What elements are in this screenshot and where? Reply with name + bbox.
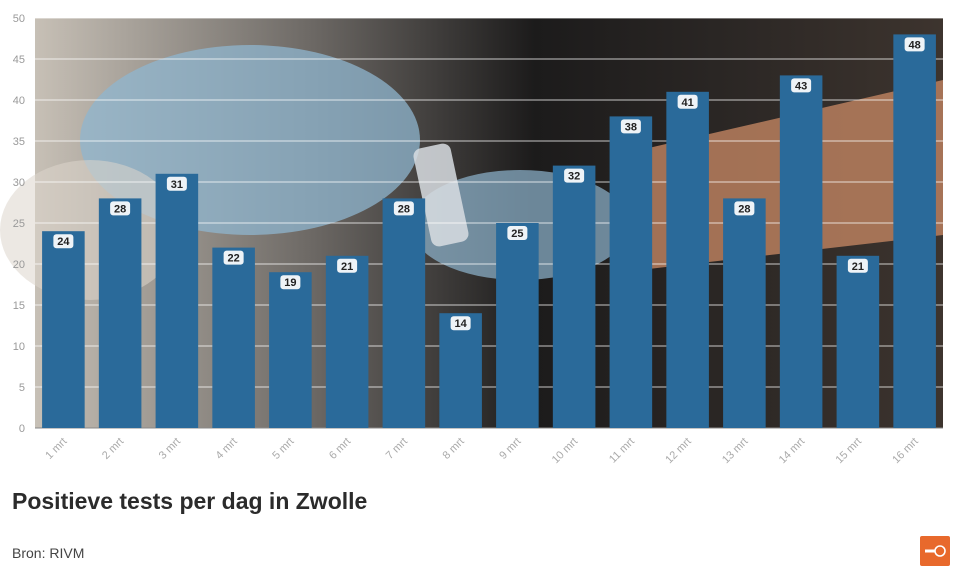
data-label: 25 [511,228,523,240]
x-tick-label: 4 mrt [214,436,240,462]
bar [382,198,426,428]
data-label-bg [791,78,812,93]
x-tick-label: 11 mrt [607,436,637,466]
data-label: 43 [795,80,807,92]
data-label-bg [53,234,74,249]
x-tick-label: 5 mrt [270,436,296,462]
data-label-bg [677,94,698,109]
bar [42,231,85,428]
data-label: 21 [341,261,353,273]
y-tick-label: 35 [13,136,25,148]
y-tick-label: 25 [13,218,25,230]
data-label: 28 [398,203,410,215]
x-tick-label: 12 mrt [663,436,694,467]
bar [723,198,766,428]
bar [439,313,482,428]
x-tick-label: 15 mrt [833,436,864,467]
data-label: 41 [682,97,694,109]
data-label-bg [393,201,414,216]
data-label: 28 [114,203,126,215]
data-label: 38 [625,121,637,133]
data-label: 19 [284,277,296,289]
y-tick-label: 20 [13,259,25,271]
y-axis-ticks: 0 5 10 15 20 25 30 35 40 45 50 [13,13,25,435]
data-label-bg [166,176,187,191]
x-tick-label: 9 mrt [497,436,523,462]
logo-icon [925,545,946,557]
data-label-bg [110,201,131,216]
data-label-bg [564,168,585,183]
y-tick-label: 40 [13,95,25,107]
x-tick-label: 1 mrt [43,436,69,462]
x-tick-label: 2 mrt [100,436,126,462]
y-tick-label: 10 [13,341,25,353]
data-label-bg [280,275,301,290]
bar [552,165,596,428]
data-label-bg [450,316,471,331]
x-tick-label: 8 mrt [441,436,467,462]
x-tick-label: 7 mrt [384,436,410,462]
data-label-bg [507,226,528,240]
y-tick-label: 30 [13,177,25,189]
bar [609,116,653,429]
y-tick-label: 5 [19,382,25,394]
bar [155,173,199,428]
data-label: 21 [852,261,864,273]
data-label-bg [734,201,755,216]
bar-chart: 0 5 10 15 20 25 30 35 40 45 50 24 28 31 22 19 21 28 14 25 3… [0,13,943,467]
data-label-bg [337,258,358,273]
y-tick-label: 50 [13,13,25,25]
y-tick-label: 45 [13,54,25,66]
bar [893,34,936,429]
bar [98,198,142,428]
bar [779,75,823,429]
source-text: Bron: RIVM [12,545,85,561]
data-label-bg [847,258,868,273]
x-axis-ticks: 1 mrt 2 mrt 3 mrt 4 mrt 5 mrt 6 mrt 7 mrt 8 mrt… [43,436,920,467]
x-tick-label: 3 mrt [157,436,183,462]
x-tick-label: 16 mrt [890,436,921,467]
data-label: 28 [738,203,750,215]
data-label: 32 [568,171,580,183]
bar [325,255,369,428]
y-tick-label: 15 [13,300,25,312]
bars [42,34,936,429]
bar [496,223,539,428]
data-label: 31 [171,179,183,191]
data-label-bg [223,250,244,265]
bar [212,247,255,428]
x-tick-label: 6 mrt [327,436,353,462]
data-label: 22 [228,253,240,265]
data-label-bg [904,37,925,52]
bar [269,272,312,428]
data-label: 48 [909,39,921,51]
data-label: 14 [455,318,468,330]
y-tick-label: 0 [19,423,25,435]
x-tick-label: 13 mrt [720,436,751,467]
data-labels: 24 28 31 22 19 21 28 14 25 32 38 41 28 43 21 48 [53,37,925,331]
x-tick-label: 10 mrt [550,436,581,467]
data-label-bg [620,119,641,134]
x-tick-label: 14 mrt [777,436,808,467]
brand-logo [920,536,950,566]
bar [836,255,880,428]
data-label: 24 [57,236,70,248]
chart-title: Positieve tests per dag in Zwolle [12,488,368,514]
bar [666,91,709,429]
